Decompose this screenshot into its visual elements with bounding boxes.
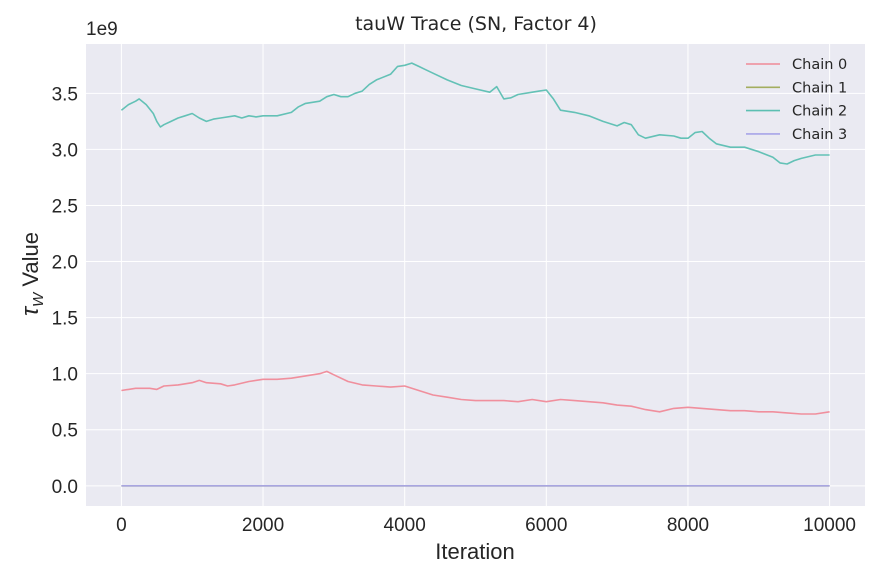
y-axis-subscript: W bbox=[30, 291, 47, 307]
y-tick-label: 2.0 bbox=[52, 253, 78, 274]
legend-item-label: Chain 3 bbox=[792, 127, 847, 143]
legend-item-label: Chain 2 bbox=[792, 104, 847, 120]
y-tick-label: 3.0 bbox=[52, 140, 78, 161]
x-axis-label: Iteration bbox=[435, 539, 515, 564]
y-axis-suffix: Value bbox=[18, 232, 43, 293]
legend-item-label: Chain 0 bbox=[792, 57, 847, 73]
plot-area bbox=[86, 44, 865, 506]
y-offset-label: 1e9 bbox=[86, 19, 118, 40]
x-grid bbox=[120, 44, 831, 506]
series-line-chain-2 bbox=[120, 62, 830, 165]
x-tick-label: 2000 bbox=[242, 515, 284, 536]
y-tick-label: 3.5 bbox=[52, 84, 78, 105]
y-tick-label: 0.0 bbox=[52, 477, 78, 498]
x-tick-label: 8000 bbox=[667, 515, 709, 536]
series-line-chain-0 bbox=[121, 370, 830, 415]
y-axis-symbol: τ bbox=[17, 305, 44, 316]
x-tick-labels: 0 2000 4000 6000 8000 10000 bbox=[116, 515, 856, 536]
x-tick-label: 6000 bbox=[525, 515, 567, 536]
y-tick-label: 0.5 bbox=[52, 421, 78, 442]
y-tick-label: 1.0 bbox=[52, 365, 78, 386]
y-tick-label: 2.5 bbox=[52, 196, 78, 217]
legend: Chain 0 Chain 1 Chain 2 Chain 3 bbox=[746, 57, 847, 143]
y-tick-labels: 0.0 0.5 1.0 1.5 2.0 2.5 3.0 3.5 bbox=[52, 84, 78, 497]
y-tick-label: 1.5 bbox=[52, 309, 78, 330]
y-axis-label: τW Value bbox=[17, 232, 47, 316]
x-tick-label: 0 bbox=[116, 515, 127, 536]
chart-title: tauW Trace (SN, Factor 4) bbox=[355, 13, 597, 35]
x-tick-label: 10000 bbox=[803, 515, 856, 536]
x-tick-label: 4000 bbox=[384, 515, 426, 536]
legend-item-label: Chain 1 bbox=[792, 80, 847, 96]
series-lines bbox=[120, 62, 830, 487]
